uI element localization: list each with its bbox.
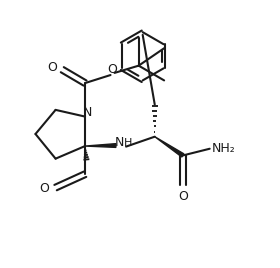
Text: N: N (83, 106, 92, 119)
Text: NH₂: NH₂ (212, 142, 235, 155)
Polygon shape (85, 144, 116, 147)
Text: O: O (107, 63, 117, 76)
Text: O: O (47, 61, 57, 74)
Text: O: O (178, 191, 188, 203)
Text: N: N (115, 136, 124, 149)
Polygon shape (155, 137, 184, 157)
Text: H: H (123, 138, 132, 148)
Text: O: O (39, 183, 49, 195)
